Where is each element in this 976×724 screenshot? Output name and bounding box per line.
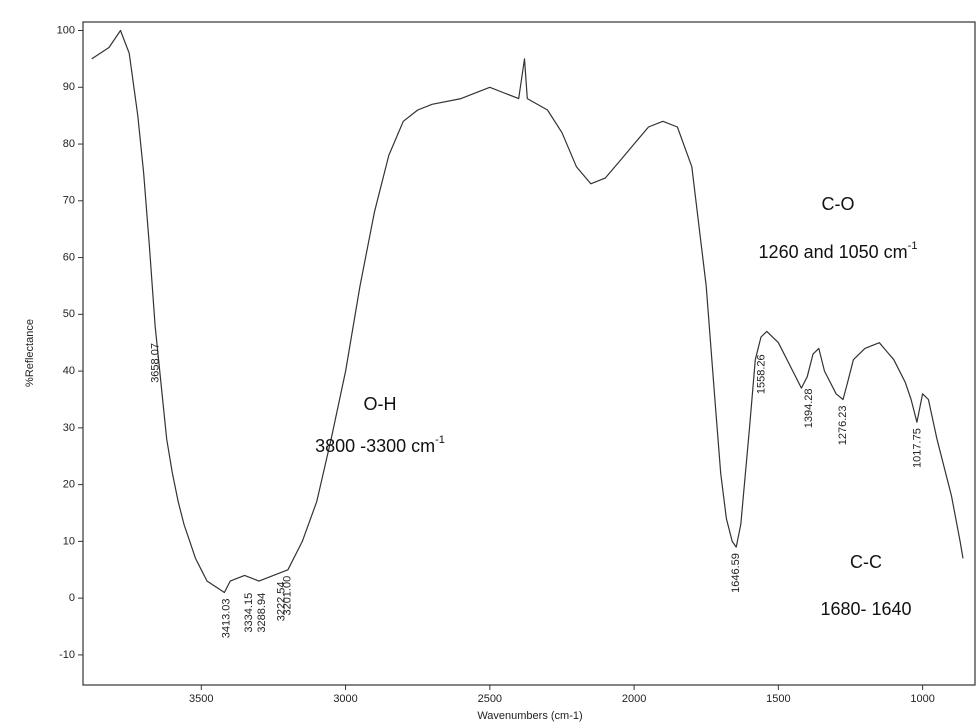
- annotation-range: 1260 and 1050 cm-1: [759, 240, 918, 262]
- x-tick-label: 2000: [622, 693, 646, 705]
- peak-label: 3658.07: [150, 343, 162, 383]
- peak-label: 1394.28: [803, 388, 815, 428]
- annotation-range-text: 1680- 1640: [820, 599, 911, 619]
- y-tick-label: 40: [63, 365, 75, 377]
- x-tick-label: 1000: [910, 693, 934, 705]
- x-tick-label: 2500: [478, 693, 502, 705]
- annotation-sup: -1: [435, 434, 445, 446]
- y-tick-label: 0: [69, 592, 75, 604]
- peak-label: 3201.00: [281, 576, 293, 616]
- annotation-sup: -1: [908, 240, 918, 252]
- x-tick-label: 3500: [189, 693, 213, 705]
- peak-label: 3288.94: [256, 593, 268, 633]
- y-tick-label: 60: [63, 251, 75, 263]
- peak-label: 3222.54: [275, 581, 287, 621]
- x-tick-label: 3000: [333, 693, 357, 705]
- y-axis-label: %Reflectance: [24, 319, 36, 387]
- y-tick-label: 30: [63, 422, 75, 434]
- annotation-range-text: 3800 -3300 cm: [315, 436, 435, 456]
- y-tick-label: 80: [63, 138, 75, 150]
- y-tick-label: 10: [63, 535, 75, 547]
- annotation-title: O-H: [364, 394, 397, 414]
- y-tick-label: 20: [63, 479, 75, 491]
- annotation-title: C-O: [822, 194, 855, 214]
- peak-label: 1017.75: [911, 428, 923, 468]
- y-tick-label: 100: [57, 24, 75, 36]
- annotation-title: C-C: [850, 552, 882, 572]
- peak-label: 1276.23: [837, 405, 849, 445]
- peak-label: 1646.59: [730, 553, 742, 593]
- peak-label: 3334.15: [243, 593, 255, 633]
- annotation-range: 1680- 1640: [820, 599, 911, 619]
- plot-frame: [82, 21, 976, 686]
- annotation-range-text: 1260 and 1050 cm: [759, 242, 908, 262]
- peak-label: 3413.03: [220, 598, 232, 638]
- y-tick-label: 70: [63, 195, 75, 207]
- peak-label: 1558.26: [755, 354, 767, 394]
- spectrum-line: [91, 29, 964, 594]
- x-axis-label: Wavenumbers (cm-1): [477, 710, 582, 722]
- y-tick-label: -10: [59, 649, 75, 661]
- y-tick-label: 90: [63, 81, 75, 93]
- x-tick-label: 1500: [766, 693, 790, 705]
- y-tick-label: 50: [63, 308, 75, 320]
- annotation-range: 3800 -3300 cm-1: [315, 434, 445, 456]
